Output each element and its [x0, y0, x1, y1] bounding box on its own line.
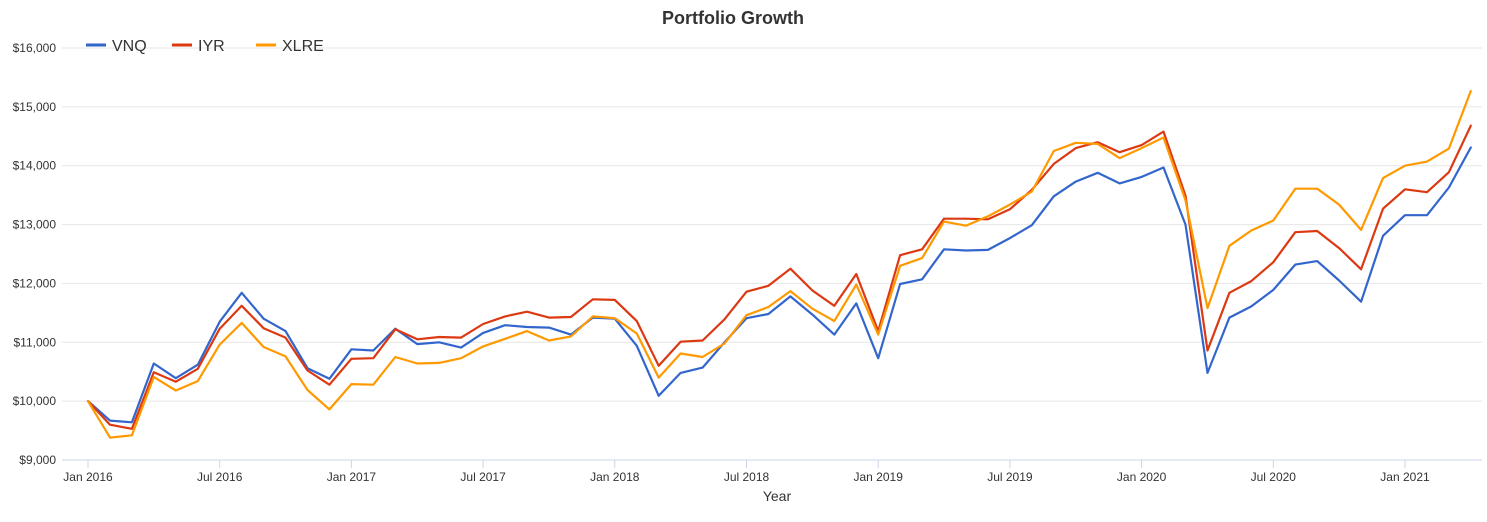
series-line-vnq [86, 146, 1472, 424]
legend-item-vnq[interactable]: VNQ [86, 38, 147, 55]
chart-title: Portfolio Growth [662, 8, 804, 28]
series-line-xlre [86, 89, 1472, 439]
x-tick-label: Jul 2017 [460, 470, 506, 484]
x-tick-label: Jul 2016 [197, 470, 243, 484]
x-tick-label: Jan 2016 [63, 470, 113, 484]
x-tick-label: Jan 2017 [327, 470, 377, 484]
x-tick-label: Jul 2019 [987, 470, 1033, 484]
y-tick-label: $14,000 [13, 159, 57, 173]
x-axis-title: Year [763, 488, 792, 504]
legend[interactable]: VNQ IYR XLRE [86, 38, 324, 55]
y-tick-label: $12,000 [13, 276, 57, 290]
legend-item-xlre[interactable]: XLRE [256, 38, 324, 55]
y-tick-label: $10,000 [13, 394, 57, 408]
x-tick-label: Jul 2018 [724, 470, 770, 484]
series-line-iyr [86, 124, 1472, 430]
x-tick-label: Jul 2020 [1251, 470, 1297, 484]
legend-item-iyr[interactable]: IYR [172, 38, 225, 55]
x-tick-label: Jan 2020 [1117, 470, 1167, 484]
legend-label: VNQ [112, 38, 147, 55]
y-tick-label: $15,000 [13, 100, 57, 114]
x-tick-label: Jan 2021 [1380, 470, 1430, 484]
grid-layer [62, 47, 1482, 461]
legend-label: XLRE [282, 38, 324, 55]
x-tick-label: Jan 2018 [590, 470, 640, 484]
y-tick-label: $16,000 [13, 41, 57, 55]
y-tick-label: $11,000 [14, 335, 57, 349]
y-tick-label: $13,000 [13, 218, 57, 232]
x-tick-label: Jan 2019 [854, 470, 904, 484]
y-tick-label: $9,000 [19, 453, 56, 467]
series-layer [86, 89, 1472, 439]
axis-layer: $9,000 $10,000 $11,000 $12,000 $13,000 $14,00… [13, 41, 1482, 484]
legend-label: IYR [198, 38, 225, 55]
